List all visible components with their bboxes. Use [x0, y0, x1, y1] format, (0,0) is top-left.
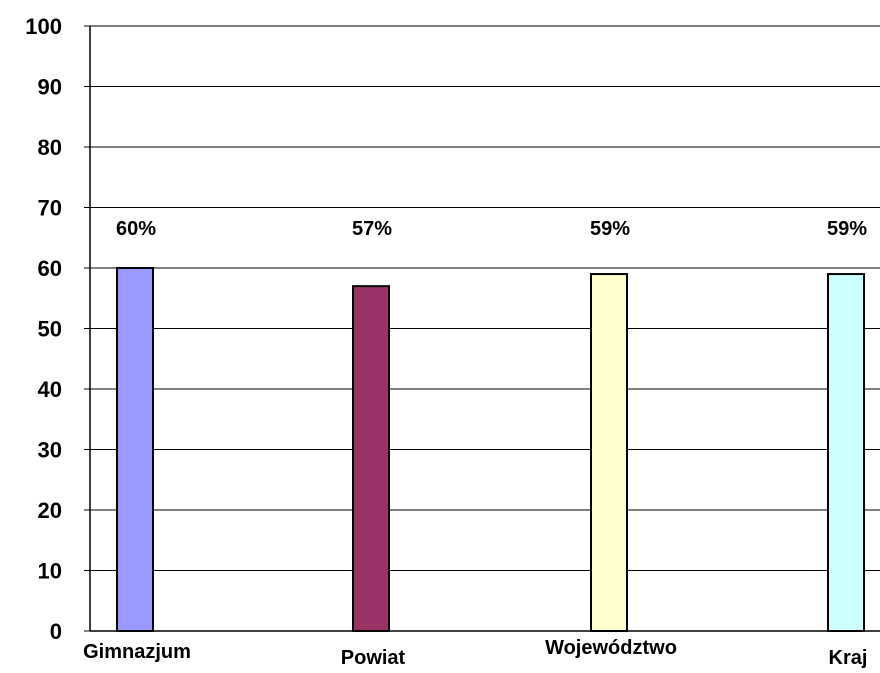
y-tick-label: 100 [25, 14, 62, 39]
bar-kraj [827, 273, 865, 632]
y-axis-ticks: 0 10 20 30 40 50 60 70 80 90 100 [25, 14, 90, 644]
data-label: 59% [590, 218, 630, 240]
data-label: 59% [827, 218, 867, 240]
y-tick-label: 30 [38, 438, 62, 463]
bars [116, 267, 865, 632]
data-label: 60% [116, 218, 156, 240]
category-label: Kraj [829, 647, 868, 668]
y-tick-label: 80 [38, 135, 62, 160]
bar-gimnazjum [116, 267, 154, 632]
y-tick-label: 60 [38, 256, 62, 281]
y-tick-label: 50 [38, 317, 62, 342]
category-label: Województwo [545, 637, 677, 659]
category-label: Gimnazjum [83, 641, 191, 663]
category-labels: Gimnazjum Powiat Województwo Kraj [83, 637, 868, 669]
data-label: 57% [352, 218, 392, 240]
bar-powiat [352, 285, 390, 632]
gridlines [90, 25, 880, 571]
y-tick-label: 70 [38, 196, 62, 221]
y-tick-label: 10 [38, 559, 62, 584]
bar-województwo [590, 273, 628, 632]
y-tick-label: 0 [50, 619, 62, 644]
category-label: Powiat [341, 647, 406, 668]
y-tick-label: 40 [38, 377, 62, 402]
y-tick-label: 90 [38, 75, 62, 100]
data-labels: 60% 57% 59% 59% [116, 218, 867, 240]
y-tick-label: 20 [38, 498, 62, 523]
